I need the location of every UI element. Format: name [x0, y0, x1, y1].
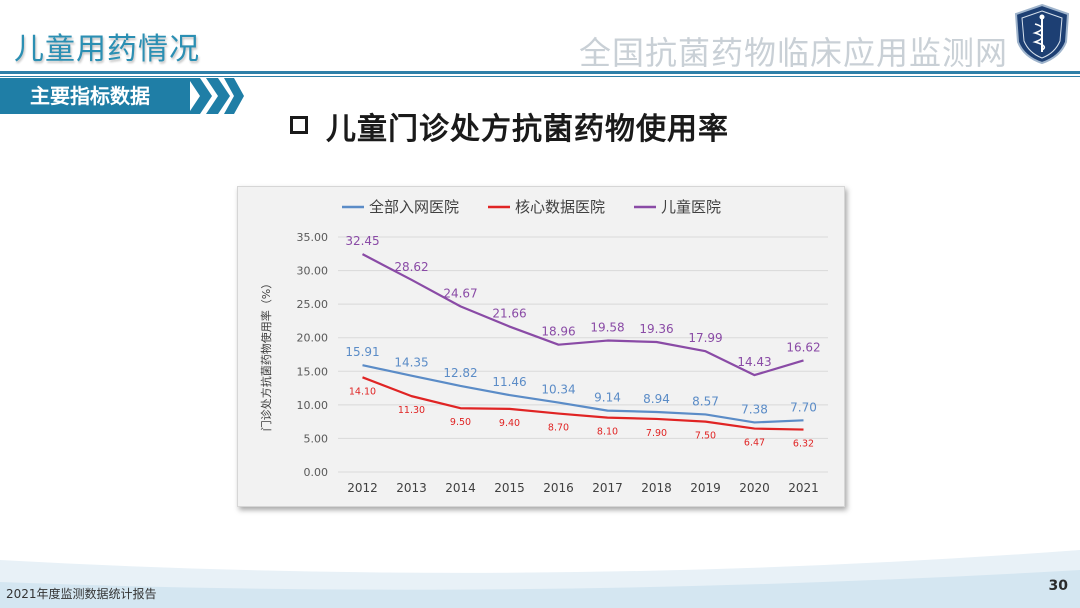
report-name: 2021年度监测数据统计报告	[6, 587, 157, 601]
data-label: 9.50	[450, 417, 471, 428]
bullet-square-icon	[290, 116, 308, 134]
data-label: 10.34	[541, 383, 575, 397]
series-line	[361, 253, 804, 377]
x-tick-label: 2014	[445, 481, 476, 495]
y-tick-label: 10.00	[297, 399, 329, 412]
data-label: 6.32	[793, 439, 814, 450]
page-title: 儿童用药情况	[14, 32, 200, 67]
y-tick-label: 15.00	[297, 365, 329, 378]
series-line	[362, 364, 804, 424]
chart-panel: 0.00 5.00 10.00 15.00 20.00 25.00 30.00 35.00 20…	[237, 186, 845, 507]
chart-subtitle: 儿童门诊处方抗菌药物使用率	[326, 112, 729, 147]
data-label: 6.47	[744, 438, 765, 449]
y-tick-label: 20.00	[297, 332, 329, 345]
section-tag: 主要指标数据	[0, 78, 190, 114]
x-tick-label: 2019	[690, 481, 721, 495]
data-label: 9.40	[499, 418, 520, 429]
network-logo-icon	[1014, 3, 1070, 65]
data-label: 11.30	[398, 405, 425, 416]
x-tick-label: 2015	[494, 481, 525, 495]
x-tick-label: 2018	[641, 481, 672, 495]
x-tick-label: 2021	[788, 481, 819, 495]
legend-label: 儿童医院	[661, 198, 721, 216]
data-label: 19.58	[590, 321, 624, 335]
series-line	[362, 376, 804, 431]
data-label: 7.90	[646, 428, 667, 439]
footer-wave-decoration	[0, 550, 1080, 608]
page-number: 30	[1048, 578, 1068, 594]
x-tick-label: 2013	[396, 481, 427, 495]
data-label: 14.10	[349, 386, 376, 397]
data-label: 14.35	[394, 356, 428, 370]
organization-name: 全国抗菌药物临床应用监测网	[578, 34, 1008, 72]
data-label: 17.99	[688, 331, 722, 345]
x-tick-label: 2020	[739, 481, 770, 495]
data-label: 24.67	[443, 286, 477, 300]
data-label: 18.96	[541, 325, 575, 339]
y-tick-label: 25.00	[297, 298, 329, 311]
data-label: 7.70	[790, 400, 817, 414]
line-chart: 0.00 5.00 10.00 15.00 20.00 25.00 30.00 35.00 20…	[259, 198, 828, 495]
data-label: 8.94	[643, 392, 670, 406]
legend-label: 核心数据医院	[515, 198, 605, 216]
data-label: 8.70	[548, 423, 569, 434]
header-rule	[0, 71, 1080, 74]
data-label: 8.57	[692, 394, 719, 408]
header-rule-thin	[0, 76, 1080, 77]
y-tick-label: 30.00	[297, 265, 329, 278]
y-tick-label: 0.00	[304, 466, 329, 479]
x-tick-label: 2017	[592, 481, 623, 495]
data-label: 32.45	[345, 234, 379, 248]
data-label: 21.66	[492, 307, 526, 321]
data-label: 16.62	[786, 340, 820, 354]
x-tick-label: 2016	[543, 481, 574, 495]
legend-label: 全部入网医院	[369, 198, 459, 216]
data-label: 12.82	[443, 366, 477, 380]
y-tick-label: 35.00	[297, 231, 329, 244]
data-label: 7.50	[695, 431, 716, 442]
y-tick-label: 5.00	[304, 432, 329, 445]
y-axis-title: 门诊处方抗菌药物使用率（%）	[259, 278, 273, 431]
data-label: 8.10	[597, 427, 618, 438]
x-tick-label: 2012	[347, 481, 378, 495]
data-label: 11.46	[492, 375, 526, 389]
data-label: 19.36	[639, 322, 673, 336]
chevron-right-icon	[188, 78, 244, 114]
data-label: 15.91	[345, 345, 379, 359]
data-label: 7.38	[741, 402, 768, 416]
data-label: 28.62	[394, 260, 428, 274]
data-label: 9.14	[594, 391, 621, 405]
data-label: 14.43	[737, 355, 771, 369]
